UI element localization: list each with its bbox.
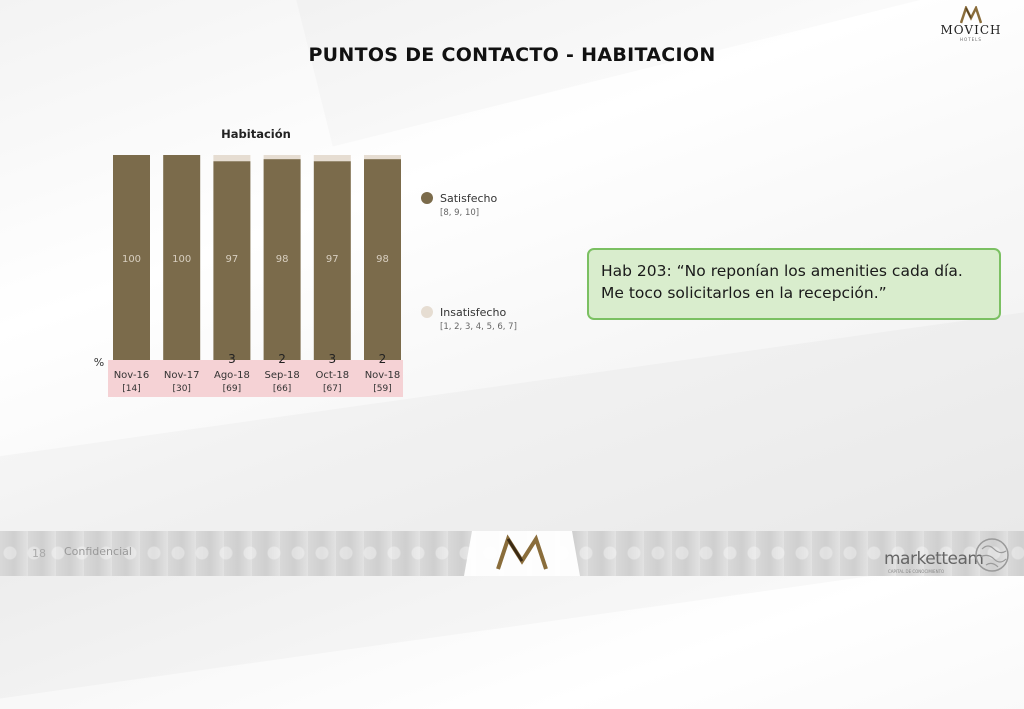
- legend-swatch: [421, 306, 433, 318]
- legend-swatch: [421, 192, 433, 204]
- chart-title: Habitación: [221, 127, 291, 141]
- sample-size-label: [66]: [273, 384, 291, 394]
- y-axis-unit: %: [94, 356, 104, 369]
- value-label-insatisfecho: 2: [379, 352, 387, 366]
- agency-tagline: CAPITAL DE CONOCIMIENTO: [888, 569, 944, 574]
- callout-line-1: Hab 203: “No reponían los amenities cada…: [601, 260, 987, 282]
- x-tick-label: Nov-16: [114, 370, 150, 381]
- page-number: 18: [32, 547, 46, 560]
- value-label-satisfecho: 98: [276, 254, 289, 265]
- value-label-satisfecho: 97: [326, 254, 339, 265]
- value-label-insatisfecho: 3: [328, 352, 336, 366]
- x-tick-label: Nov-18: [365, 370, 401, 381]
- footer: 18 Confidencial marketteam CAPITAL DE CO…: [0, 531, 1024, 576]
- legend-label: Satisfecho: [440, 192, 497, 205]
- callout-line-2: Me toco solicitarlos en la recepción.”: [601, 282, 987, 304]
- value-label-insatisfecho: 3: [228, 352, 236, 366]
- sample-size-label: [67]: [323, 384, 341, 394]
- sample-size-label: [14]: [122, 384, 140, 394]
- bar-insatisfecho: [364, 155, 401, 159]
- x-tick-label: Oct-18: [315, 370, 349, 381]
- value-label-satisfecho: 100: [172, 254, 191, 265]
- sample-size-label: [69]: [223, 384, 241, 394]
- bar-insatisfecho: [264, 155, 301, 159]
- value-label-satisfecho: 98: [376, 254, 389, 265]
- confidential-label: Confidencial: [64, 545, 132, 558]
- movich-footer-logo-icon: [462, 531, 582, 576]
- sample-size-label: [59]: [373, 384, 391, 394]
- x-tick-label: Ago-18: [214, 370, 250, 381]
- value-label-satisfecho: 100: [122, 254, 141, 265]
- x-tick-label: Nov-17: [164, 370, 200, 381]
- legend-label: Insatisfecho: [440, 306, 506, 319]
- x-tick-label: Sep-18: [265, 370, 300, 381]
- brain-icon: [968, 535, 1016, 575]
- legend-range: [8, 9, 10]: [440, 208, 479, 218]
- comment-callout: Hab 203: “No reponían los amenities cada…: [587, 248, 1001, 320]
- bar-insatisfecho: [213, 155, 250, 161]
- category-band: [108, 360, 403, 397]
- legend-range: [1, 2, 3, 4, 5, 6, 7]: [440, 322, 517, 332]
- sample-size-label: [30]: [172, 384, 190, 394]
- value-label-satisfecho: 97: [226, 254, 239, 265]
- value-label-insatisfecho: 2: [278, 352, 286, 366]
- bar-insatisfecho: [314, 155, 351, 161]
